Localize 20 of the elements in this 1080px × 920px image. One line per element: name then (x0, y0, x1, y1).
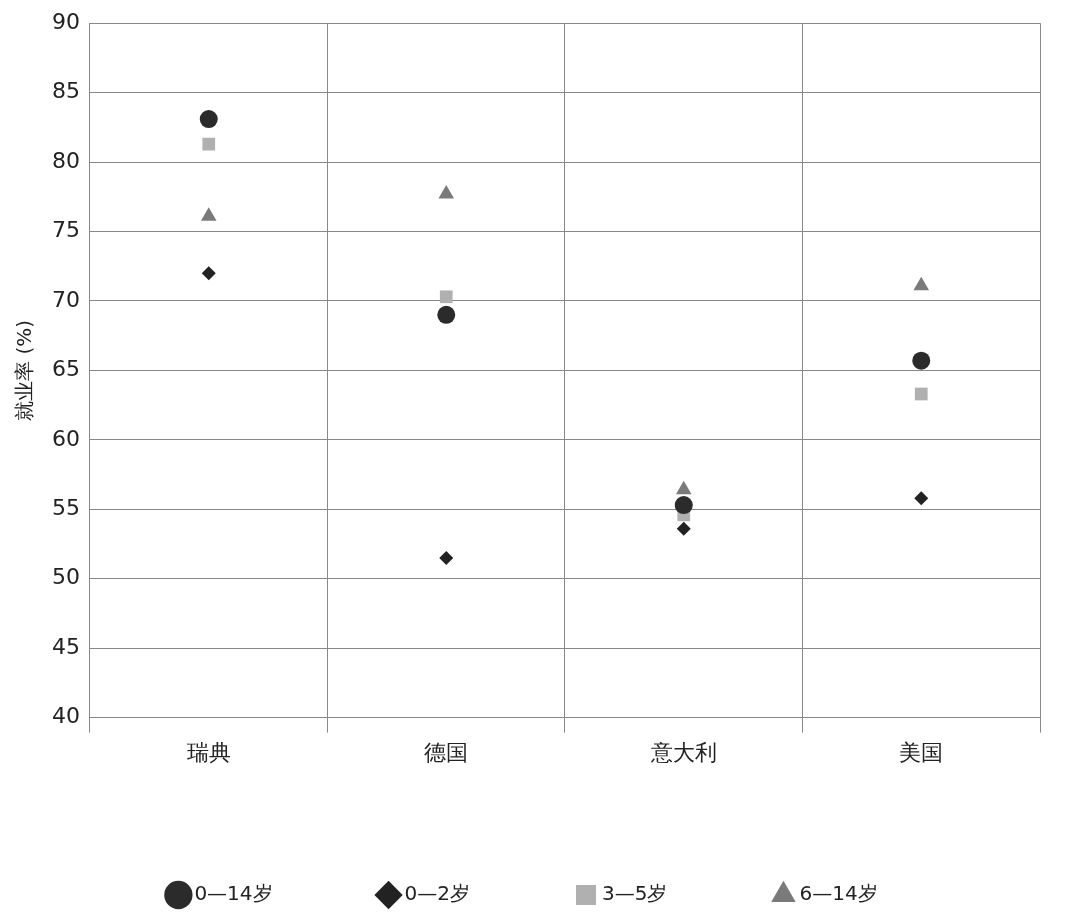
y-tick-label: 40 (51, 703, 80, 729)
legend-label: 0—2岁 (404, 881, 470, 906)
y-tick-label: 50 (51, 564, 80, 590)
y-tick-label: 55 (51, 495, 80, 520)
y-axis-title: 就业率 (%) (12, 319, 37, 421)
y-tick-label: 75 (51, 217, 80, 243)
y-tick-label: 60 (51, 425, 80, 451)
x-tick-label: 意大利 (649, 739, 717, 765)
y-tick-label: 90 (51, 8, 80, 34)
y-tick-label: 80 (51, 147, 80, 173)
x-tick-label: 美国 (899, 739, 944, 765)
legend-label: 3—5岁 (602, 881, 668, 906)
y-tick-label: 65 (51, 356, 80, 382)
legend-label: 6—14岁 (799, 881, 878, 906)
legend-label: 0—14岁 (194, 881, 273, 906)
x-tick-label: 瑞典 (186, 739, 231, 765)
y-tick-label: 85 (51, 78, 80, 104)
y-tick-label: 45 (51, 633, 80, 659)
x-tick-label: 德国 (424, 739, 469, 765)
y-tick-label: 70 (51, 286, 80, 312)
